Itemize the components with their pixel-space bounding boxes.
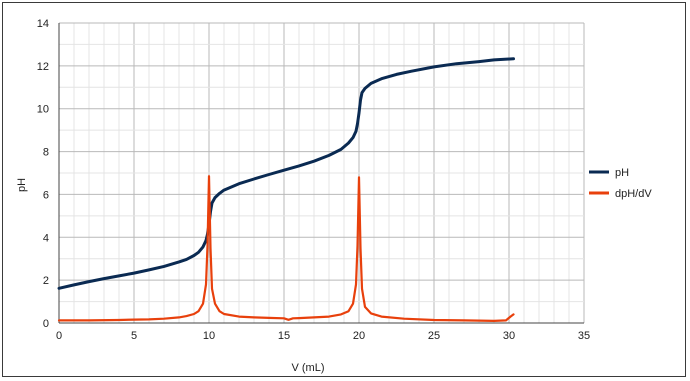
legend-label-ph: pH bbox=[615, 167, 629, 179]
x-tick-label: 35 bbox=[578, 330, 590, 342]
legend: pH dpH/dV bbox=[589, 167, 652, 200]
tick-labels: 0 5 10 15 20 25 30 35 0 2 4 6 8 10 12 14 bbox=[37, 18, 590, 342]
legend-label-dphdv: dpH/dV bbox=[615, 188, 652, 200]
x-tick-label: 0 bbox=[56, 330, 62, 342]
y-axis-label: pH bbox=[16, 178, 28, 192]
y-tick-label: 6 bbox=[43, 189, 49, 201]
y-tick-label: 8 bbox=[43, 147, 49, 159]
grid bbox=[58, 22, 585, 324]
x-tick-label: 15 bbox=[278, 330, 290, 342]
series-line-ph bbox=[57, 57, 515, 290]
x-tick-label: 25 bbox=[428, 330, 440, 342]
y-tick-label: 10 bbox=[37, 104, 49, 116]
y-tick-label: 2 bbox=[43, 275, 49, 287]
axes bbox=[58, 23, 584, 324]
y-tick-label: 14 bbox=[37, 18, 49, 30]
x-tick-label: 20 bbox=[353, 330, 365, 342]
y-tick-label: 0 bbox=[43, 318, 49, 330]
x-tick-label: 10 bbox=[203, 330, 215, 342]
titration-chart: 0 5 10 15 20 25 30 35 0 2 4 6 8 10 12 14 V (mL) pH pH d… bbox=[16, 18, 652, 374]
x-tick-label: 5 bbox=[131, 330, 137, 342]
x-axis-label: V (mL) bbox=[292, 362, 325, 374]
y-tick-label: 4 bbox=[43, 232, 49, 244]
series-layer bbox=[57, 57, 515, 322]
x-tick-label: 30 bbox=[503, 330, 515, 342]
y-tick-label: 12 bbox=[37, 61, 49, 73]
series-line-dphdv bbox=[57, 175, 515, 322]
chart-frame: 0 5 10 15 20 25 30 35 0 2 4 6 8 10 12 14 V (mL) pH pH d… bbox=[2, 2, 686, 377]
